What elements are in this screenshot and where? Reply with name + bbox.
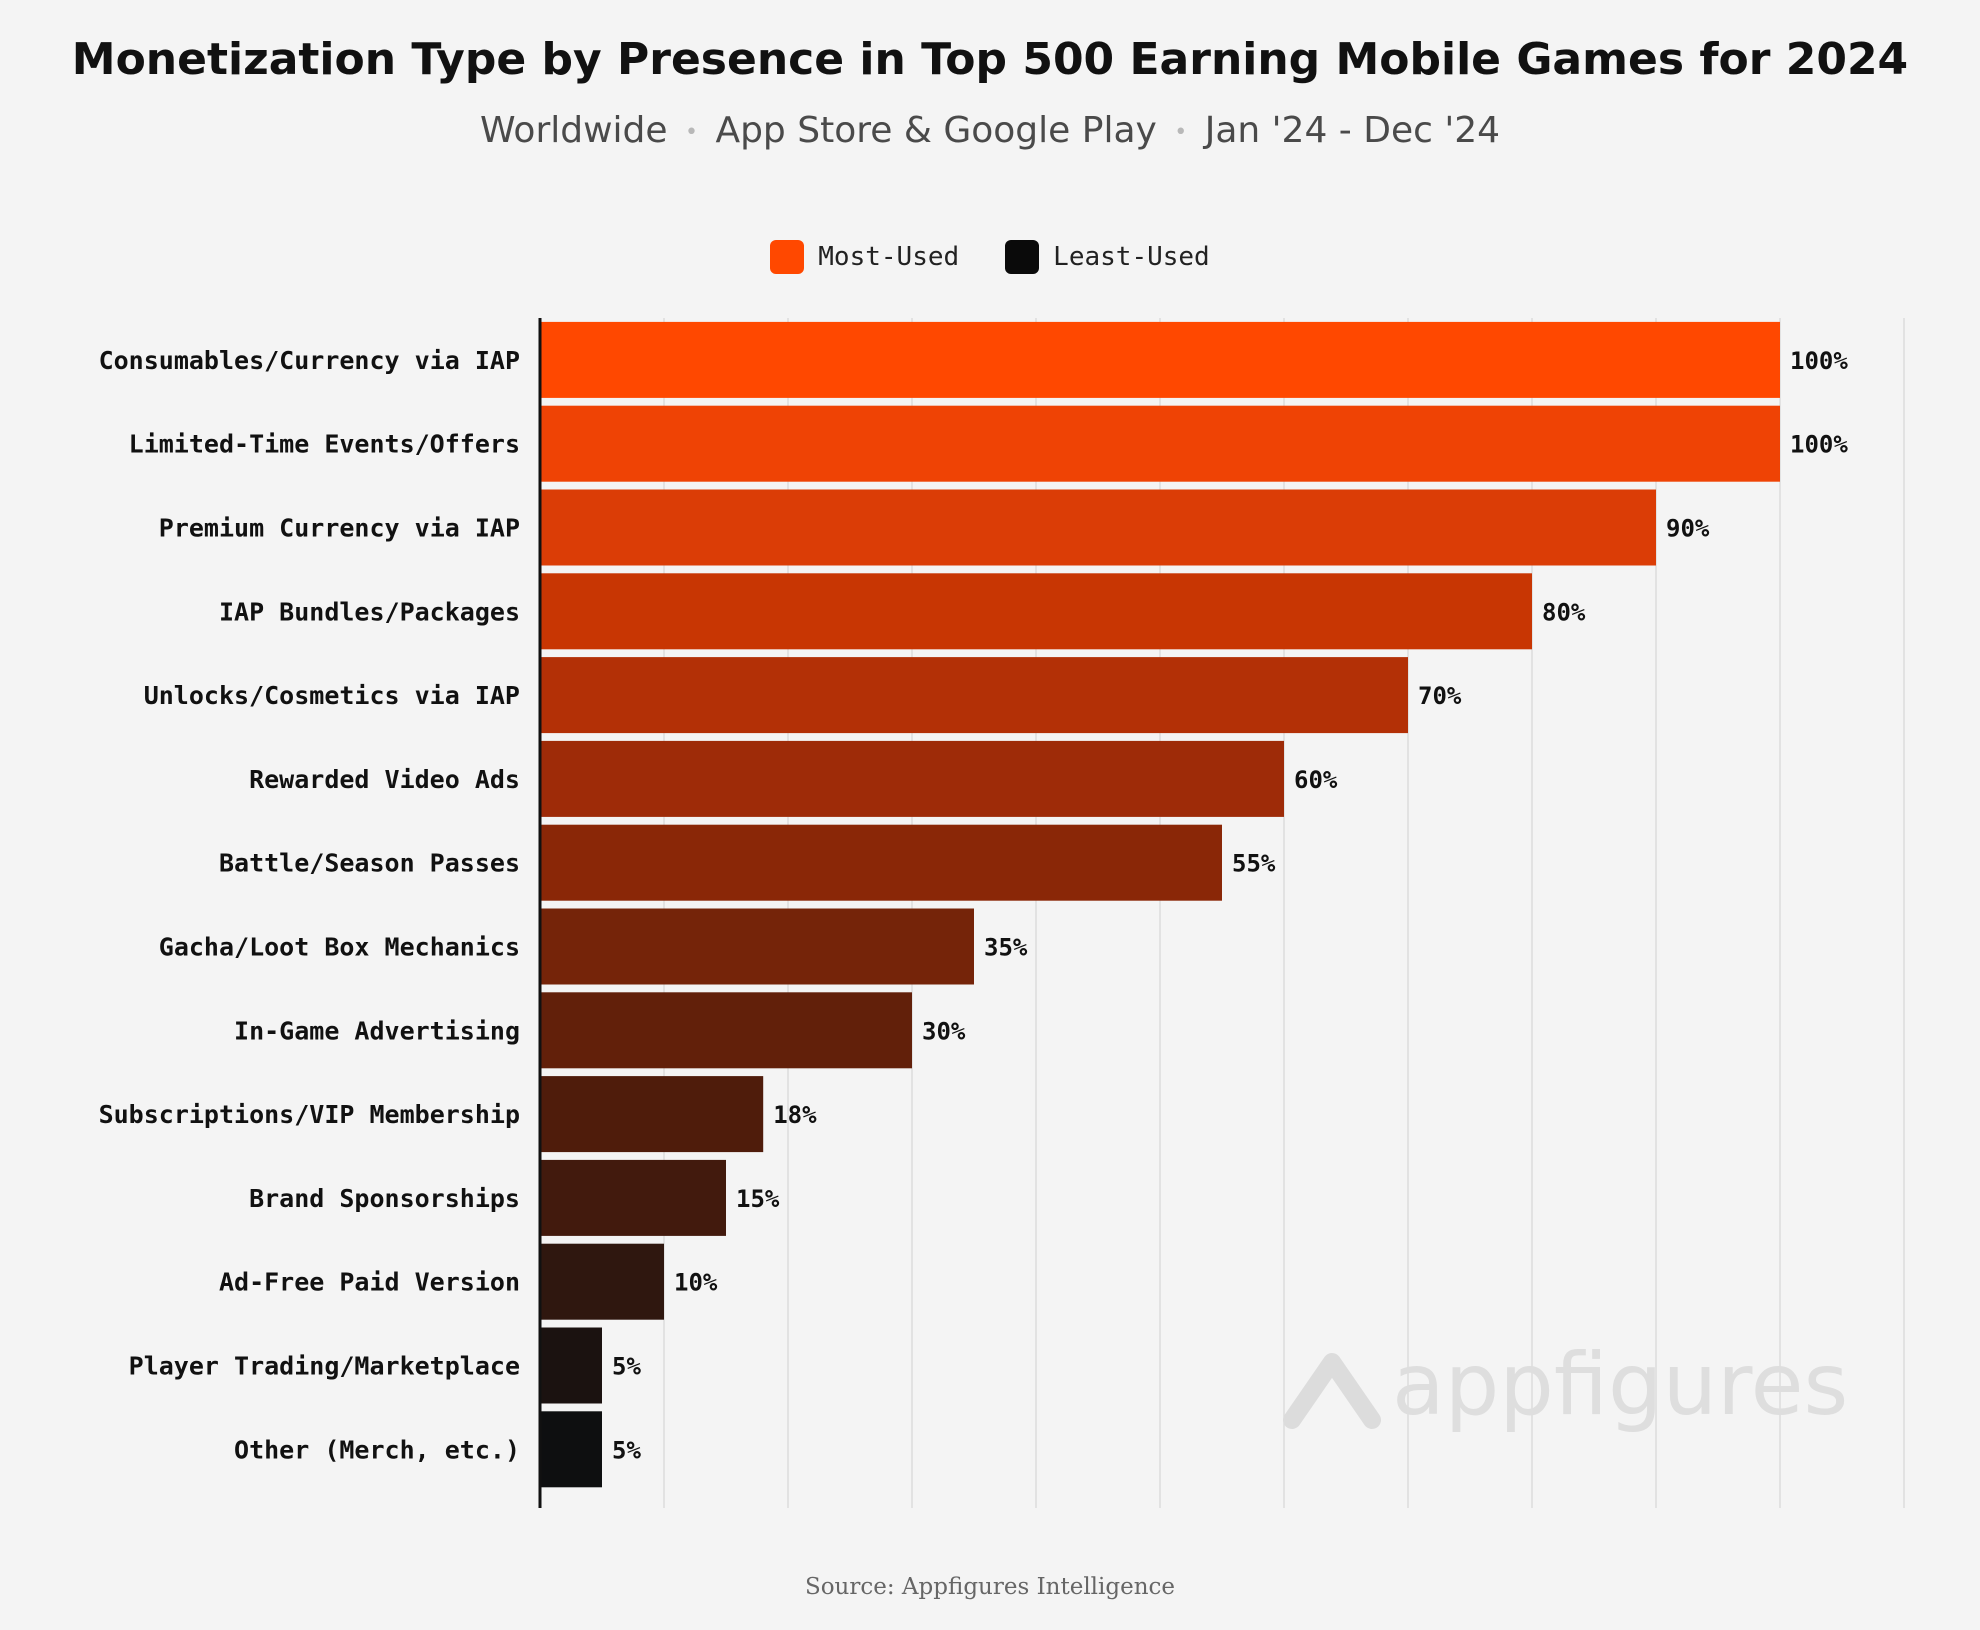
value-label: 5% bbox=[612, 1436, 641, 1464]
source-note: Source: Appfigures Intelligence bbox=[804, 1574, 1176, 1600]
bar bbox=[540, 1327, 602, 1404]
legend-swatch-least-used bbox=[1005, 240, 1040, 274]
bar bbox=[540, 1411, 602, 1488]
category-label: In-Game Advertising bbox=[234, 1016, 520, 1045]
bar bbox=[540, 573, 1532, 650]
value-label: 100% bbox=[1790, 431, 1848, 459]
value-labels: 100% 100% 90% 80% 70% 60% 55% 35% 30% 18% 15% 10% 5%… bbox=[612, 347, 1848, 1464]
category-label: Unlocks/Cosmetics via IAP bbox=[144, 681, 520, 710]
bar bbox=[540, 321, 1780, 398]
category-label: Rewarded Video Ads bbox=[249, 765, 520, 794]
category-labels: Consumables/Currency via IAP Limited-Time… bbox=[99, 346, 520, 1464]
value-label: 35% bbox=[984, 934, 1028, 962]
category-label: Consumables/Currency via IAP bbox=[99, 346, 520, 375]
value-label: 15% bbox=[736, 1185, 780, 1213]
bar bbox=[540, 1243, 664, 1320]
legend-label-most-used: Most-Used bbox=[818, 242, 960, 272]
bar bbox=[540, 489, 1656, 566]
bar bbox=[540, 1159, 726, 1236]
bar bbox=[540, 405, 1780, 482]
value-label: 60% bbox=[1294, 766, 1338, 794]
category-label: Premium Currency via IAP bbox=[159, 514, 520, 543]
subtitle-date-range: Jan '24 - Dec '24 bbox=[1204, 110, 1501, 151]
bar bbox=[540, 992, 912, 1069]
chart-title: Monetization Type by Presence in Top 500… bbox=[71, 34, 1909, 85]
category-label: Other (Merch, etc.) bbox=[234, 1435, 520, 1464]
value-label: 5% bbox=[612, 1353, 641, 1381]
category-label: IAP Bundles/Packages bbox=[219, 597, 520, 626]
bar bbox=[540, 740, 1284, 817]
value-label: 18% bbox=[773, 1101, 817, 1129]
category-label: Brand Sponsorships bbox=[249, 1184, 520, 1213]
category-label: Player Trading/Marketplace bbox=[129, 1352, 520, 1381]
bar bbox=[540, 1076, 764, 1153]
category-label: Battle/Season Passes bbox=[219, 849, 520, 878]
bar bbox=[540, 908, 974, 985]
subtitle-region: Worldwide bbox=[479, 110, 668, 151]
category-label: Ad-Free Paid Version bbox=[219, 1268, 520, 1297]
subtitle-separator: • bbox=[685, 119, 698, 145]
category-label: Gacha/Loot Box Mechanics bbox=[159, 933, 520, 962]
chart-legend: Most-Used Least-Used bbox=[0, 240, 1980, 274]
value-label: 70% bbox=[1418, 682, 1462, 710]
legend-label-least-used: Least-Used bbox=[1053, 242, 1210, 272]
category-label: Limited-Time Events/Offers bbox=[129, 430, 520, 459]
bar bbox=[540, 657, 1408, 734]
legend-item-least-used: Least-Used bbox=[1005, 240, 1210, 274]
category-label: Subscriptions/VIP Membership bbox=[99, 1100, 520, 1129]
value-label: 90% bbox=[1666, 515, 1710, 543]
chart-subtitle: Worldwide • App Store & Google Play • Ja… bbox=[0, 110, 1980, 151]
legend-item-most-used: Most-Used bbox=[770, 240, 959, 274]
value-label: 80% bbox=[1542, 598, 1586, 626]
value-label: 55% bbox=[1232, 850, 1276, 878]
watermark-text: appfigures bbox=[1392, 1335, 1848, 1435]
appfigures-logo-icon bbox=[1283, 1353, 1381, 1429]
bar bbox=[540, 824, 1222, 901]
value-label: 10% bbox=[674, 1269, 718, 1297]
legend-swatch-most-used bbox=[770, 240, 805, 274]
appfigures-watermark: appfigures bbox=[1283, 1335, 1848, 1435]
bars bbox=[540, 321, 1780, 1488]
subtitle-stores: App Store & Google Play bbox=[715, 110, 1157, 151]
subtitle-separator: • bbox=[1174, 119, 1188, 145]
value-label: 30% bbox=[922, 1017, 966, 1045]
value-label: 100% bbox=[1790, 347, 1848, 375]
